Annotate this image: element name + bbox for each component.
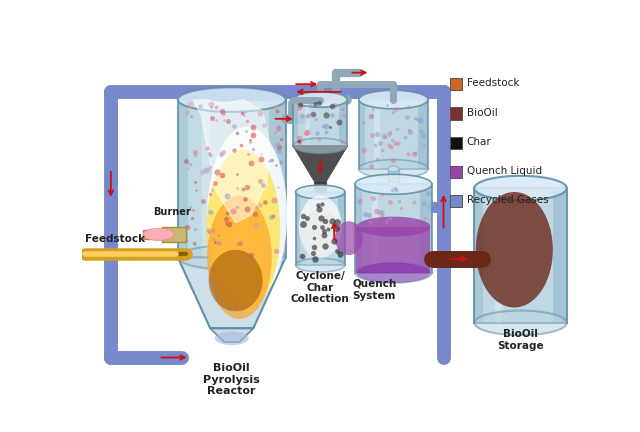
- Bar: [374, 100, 380, 169]
- Ellipse shape: [215, 331, 249, 345]
- Bar: [163, 227, 186, 242]
- Text: Burner: Burner: [154, 207, 191, 217]
- Bar: [293, 100, 348, 146]
- Ellipse shape: [293, 138, 348, 153]
- Bar: [296, 192, 345, 265]
- Text: Recycled Gases: Recycled Gases: [467, 195, 548, 206]
- Ellipse shape: [359, 160, 428, 178]
- Bar: [339, 100, 348, 146]
- Bar: [359, 100, 365, 169]
- Polygon shape: [178, 257, 285, 328]
- Text: BioOil: BioOil: [467, 108, 497, 118]
- Ellipse shape: [476, 192, 553, 308]
- Ellipse shape: [206, 149, 280, 311]
- Bar: [418, 100, 428, 169]
- Ellipse shape: [207, 127, 287, 304]
- Bar: [269, 100, 285, 257]
- Ellipse shape: [207, 196, 272, 319]
- Bar: [450, 78, 462, 90]
- Bar: [495, 188, 502, 323]
- Text: Quench Liquid: Quench Liquid: [467, 166, 541, 176]
- Text: Cyclone/
Char
Collection: Cyclone/ Char Collection: [291, 271, 349, 305]
- Bar: [355, 184, 362, 273]
- Bar: [372, 184, 378, 273]
- Ellipse shape: [300, 210, 340, 259]
- Bar: [450, 166, 462, 178]
- Ellipse shape: [143, 228, 174, 241]
- Bar: [305, 100, 310, 146]
- Bar: [474, 188, 483, 323]
- Ellipse shape: [356, 216, 431, 237]
- Bar: [356, 227, 431, 273]
- Ellipse shape: [296, 258, 345, 272]
- Ellipse shape: [388, 181, 399, 187]
- Bar: [314, 181, 326, 192]
- Bar: [178, 100, 285, 257]
- Bar: [553, 188, 566, 323]
- Bar: [474, 188, 566, 323]
- Ellipse shape: [209, 250, 262, 311]
- Bar: [450, 195, 462, 207]
- Ellipse shape: [293, 92, 348, 107]
- Ellipse shape: [388, 166, 399, 172]
- Bar: [178, 100, 188, 257]
- Ellipse shape: [178, 245, 285, 270]
- Bar: [307, 192, 310, 265]
- Ellipse shape: [359, 90, 428, 109]
- Bar: [450, 137, 462, 149]
- Text: Feedstock: Feedstock: [86, 234, 145, 245]
- Ellipse shape: [474, 311, 566, 335]
- Polygon shape: [210, 328, 253, 342]
- Bar: [359, 100, 428, 169]
- Ellipse shape: [356, 263, 431, 283]
- Bar: [420, 184, 432, 273]
- Text: Char: Char: [467, 137, 492, 147]
- Ellipse shape: [355, 263, 432, 283]
- Text: Quench
System: Quench System: [352, 279, 396, 301]
- Ellipse shape: [178, 87, 285, 112]
- Ellipse shape: [296, 185, 345, 199]
- Polygon shape: [193, 100, 270, 223]
- Bar: [355, 184, 432, 273]
- Text: BioOil
Pyrolysis
Reactor: BioOil Pyrolysis Reactor: [204, 363, 260, 396]
- Ellipse shape: [474, 176, 566, 200]
- Bar: [337, 192, 345, 265]
- Polygon shape: [293, 146, 348, 181]
- Bar: [388, 169, 399, 184]
- Ellipse shape: [355, 174, 432, 194]
- Text: BioOil
Storage: BioOil Storage: [497, 329, 544, 351]
- Ellipse shape: [299, 196, 342, 257]
- Bar: [143, 230, 164, 239]
- Ellipse shape: [335, 221, 363, 255]
- Bar: [293, 100, 298, 146]
- Bar: [450, 107, 462, 120]
- Text: Feedstock: Feedstock: [467, 79, 519, 89]
- Bar: [202, 100, 210, 257]
- Bar: [296, 192, 300, 265]
